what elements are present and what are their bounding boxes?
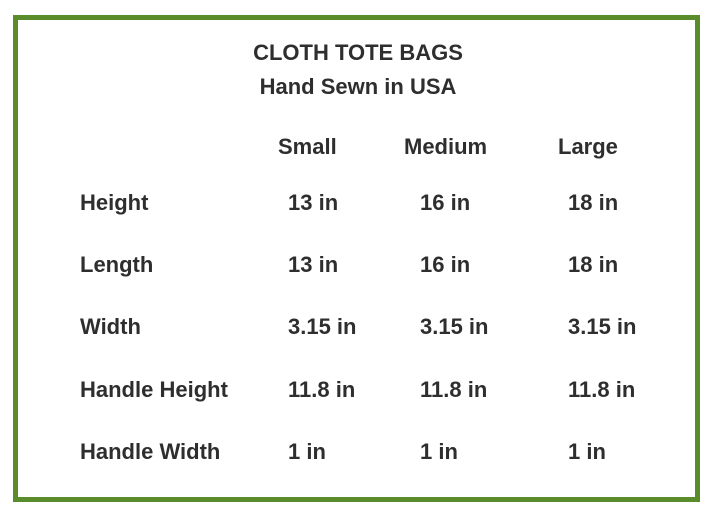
column-header: Medium bbox=[404, 134, 488, 159]
table-cell: 11.8 in bbox=[288, 377, 356, 402]
column-header: Small bbox=[278, 134, 337, 159]
table-cell: 18 in bbox=[568, 190, 619, 215]
row-label: Width bbox=[80, 314, 141, 339]
subtitle: Hand Sewn in USA bbox=[259, 74, 457, 99]
row-label: Length bbox=[80, 252, 154, 277]
table-cell: 1 in bbox=[420, 439, 458, 464]
row-label: Handle Height bbox=[80, 377, 228, 402]
row-label: Handle Width bbox=[80, 439, 221, 464]
table-cell: 13 in bbox=[288, 190, 339, 215]
row-label: Height bbox=[80, 190, 149, 215]
table-cell: 11.8 in bbox=[420, 377, 488, 402]
table-cell: 16 in bbox=[420, 252, 471, 277]
chart-border bbox=[13, 15, 700, 502]
table-cell: 18 in bbox=[568, 252, 619, 277]
table-cell: 1 in bbox=[568, 439, 606, 464]
table-cell: 1 in bbox=[288, 439, 326, 464]
table-cell: 11.8 in bbox=[568, 377, 636, 402]
table-cell: 13 in bbox=[288, 252, 339, 277]
table-cell: 3.15 in bbox=[420, 314, 489, 339]
column-header: Large bbox=[558, 134, 618, 159]
table-cell: 3.15 in bbox=[288, 314, 357, 339]
table-cell: 3.15 in bbox=[568, 314, 637, 339]
title: CLOTH TOTE BAGS bbox=[253, 40, 463, 65]
table-cell: 16 in bbox=[420, 190, 471, 215]
